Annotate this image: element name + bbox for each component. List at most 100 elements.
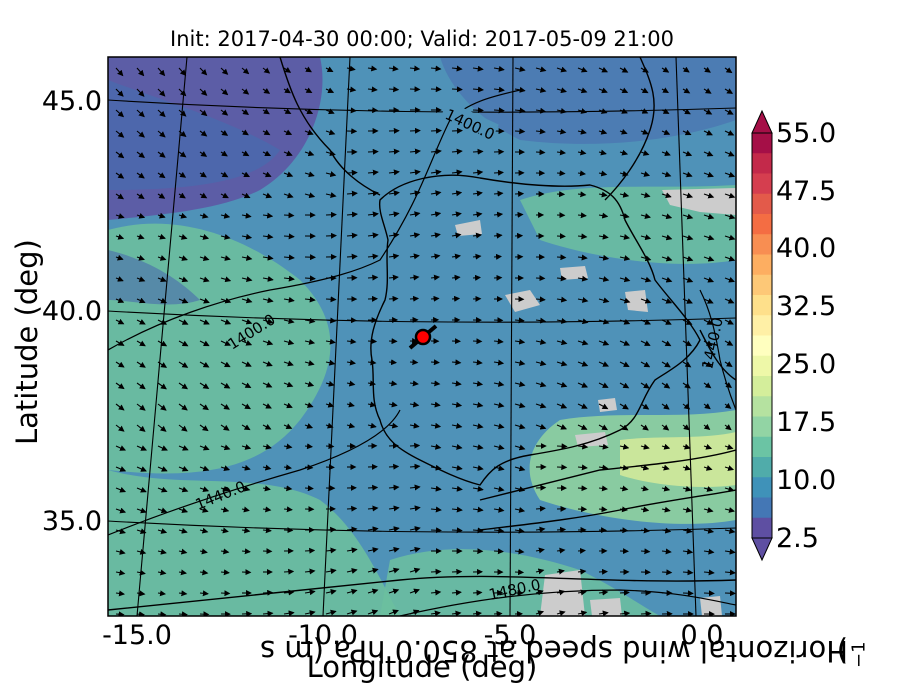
wind-arrow: [682, 319, 693, 325]
wind-arrow: [367, 380, 376, 387]
wind-arrow: [430, 589, 442, 596]
wind-arrow: [451, 443, 463, 450]
wind-arrow: [409, 422, 420, 429]
missing-data-3: [625, 290, 648, 312]
wind-arrow: [409, 295, 420, 302]
wind-arrow: [178, 234, 188, 240]
wind-arrow: [661, 298, 673, 304]
wind-arrow: [283, 402, 293, 409]
wind-arrow: [430, 148, 442, 155]
coastlines: [108, 57, 736, 611]
wind-arrow: [136, 212, 146, 219]
wind-arrow: [346, 107, 357, 114]
wind-arrow: [367, 505, 379, 512]
wind-arrow: [304, 610, 316, 616]
plot-frame: [107, 56, 737, 617]
wind-arrow: [178, 527, 188, 534]
wind-arrow: [682, 213, 694, 220]
wind-arrow: [241, 361, 252, 367]
wind-arrow: [115, 507, 127, 514]
wind-arrow: [619, 191, 630, 198]
wind-arrow: [241, 109, 250, 115]
wind-arrow: [472, 65, 484, 72]
y-tick-45: 45.0: [42, 86, 102, 117]
wind-arrow: [136, 569, 146, 576]
wind-arrow: [346, 86, 357, 93]
wind-arrow: [703, 192, 715, 199]
wind-arrow: [472, 338, 483, 345]
wind-arrow: [115, 403, 125, 411]
wind-arrow: [724, 213, 736, 220]
wind-arrow: [241, 129, 249, 136]
wind-arrow: [367, 148, 379, 155]
wind-arrow: [262, 485, 271, 492]
wind-arrow: [346, 253, 358, 260]
wind-arrow: [220, 424, 230, 431]
wind-arrow: [472, 380, 484, 387]
wind-arrow: [619, 87, 629, 94]
wind-arrow: [577, 66, 588, 73]
wind-arrow: [556, 360, 568, 367]
wind-arrow: [199, 171, 207, 178]
wind-arrow: [199, 444, 210, 451]
wind-arrow: [451, 464, 463, 471]
wind-arrow: [598, 191, 608, 198]
wind-arrow: [367, 484, 379, 491]
wind-arrow: [178, 67, 187, 76]
wind-arrow: [598, 276, 610, 282]
wind-arrow: [535, 547, 545, 554]
wind-arrow: [682, 548, 694, 555]
wind-arrow: [619, 108, 628, 114]
wind-arrow: [682, 443, 691, 450]
wind-arrow: [220, 444, 231, 451]
wind-arrow: [220, 569, 230, 576]
wind-arrow: [136, 297, 146, 304]
wind-arrow: [346, 401, 355, 408]
wind-arrow: [367, 274, 379, 281]
wind-arrow: [157, 67, 166, 77]
wind-arrow: [556, 128, 567, 135]
wind-arrow: [619, 67, 629, 73]
wind-arrow: [157, 130, 166, 138]
wind-arrow: [493, 359, 505, 366]
colorbar-segment: [752, 193, 772, 215]
wind-arrow: [304, 485, 314, 492]
wind-arrow: [619, 485, 629, 492]
wind-arrow: [262, 464, 272, 471]
wind-arrow: [136, 233, 145, 240]
wind-arrow: [304, 360, 315, 366]
wind-arrow: [640, 192, 651, 198]
colorbar-segment: [752, 274, 772, 296]
wind-arrow: [514, 444, 526, 451]
wind-arrow: [367, 526, 379, 533]
wind-arrow: [157, 424, 167, 432]
wind-arrow: [367, 211, 379, 218]
wind-arrow: [304, 317, 316, 324]
wind-arrow: [283, 360, 294, 367]
colorbar-tick-10: 10.0: [776, 465, 836, 496]
wind-arrow: [556, 317, 568, 324]
wind-arrow: [283, 296, 295, 303]
wind-arrow: [157, 382, 167, 390]
wind-arrow: [178, 151, 187, 158]
wind-arrow: [325, 547, 337, 554]
wind-arrow: [640, 443, 650, 450]
wind-arrow: [241, 67, 250, 75]
wind-arrow: [262, 88, 271, 94]
wind-arrow: [157, 445, 168, 451]
wind-arrow: [241, 527, 251, 534]
wind-arrow: [682, 298, 693, 304]
wind-arrow: [535, 128, 546, 135]
wind-arrow: [304, 296, 316, 303]
wind-arrow: [724, 361, 733, 367]
wind-arrow: [724, 150, 735, 157]
wind-arrow: [535, 381, 547, 388]
wind-arrow: [241, 318, 253, 325]
wind-arrow: [178, 109, 187, 117]
wind-arrow: [556, 339, 568, 346]
wind-arrow: [157, 233, 166, 240]
wind-arrow: [157, 507, 168, 514]
wind-arrow: [577, 318, 589, 325]
wind-arrow: [682, 255, 694, 262]
x-tick-minus5: -5.0: [484, 620, 537, 651]
